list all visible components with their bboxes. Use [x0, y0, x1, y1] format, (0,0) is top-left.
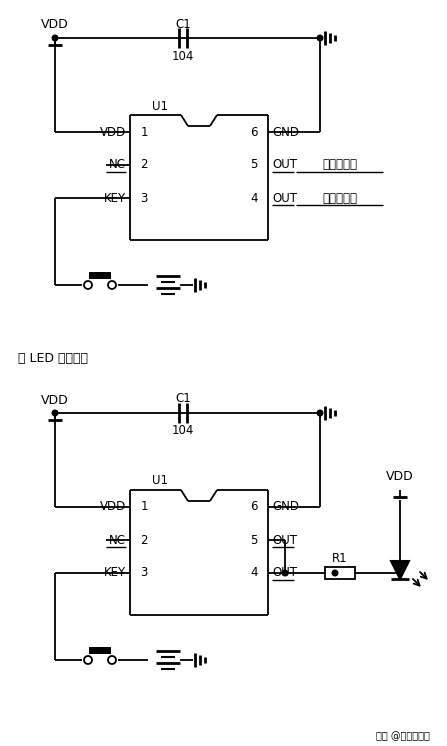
- Text: 1: 1: [140, 125, 148, 139]
- Text: VDD: VDD: [100, 501, 126, 513]
- Text: KEY: KEY: [104, 192, 126, 204]
- Text: C1: C1: [175, 392, 191, 406]
- Text: 5: 5: [250, 158, 257, 172]
- Bar: [89, 647, 111, 654]
- Circle shape: [317, 410, 323, 416]
- Text: R1: R1: [332, 553, 348, 565]
- Circle shape: [52, 35, 58, 41]
- Circle shape: [317, 35, 323, 41]
- Text: 4: 4: [250, 566, 258, 580]
- Text: 3: 3: [140, 566, 148, 580]
- Text: GND: GND: [272, 125, 299, 139]
- Circle shape: [52, 410, 58, 416]
- Text: U1: U1: [152, 99, 168, 113]
- Circle shape: [332, 570, 338, 576]
- Text: 2: 2: [140, 158, 148, 172]
- Text: 2: 2: [140, 533, 148, 547]
- Text: 低电平输出: 低电平输出: [322, 158, 358, 172]
- Text: NC: NC: [109, 533, 126, 547]
- Text: OUT: OUT: [272, 533, 297, 547]
- Text: GND: GND: [272, 501, 299, 513]
- Text: C1: C1: [175, 17, 191, 31]
- Text: NC: NC: [109, 158, 126, 172]
- Polygon shape: [391, 561, 409, 579]
- Text: 4: 4: [250, 192, 258, 204]
- Text: VDD: VDD: [41, 393, 69, 407]
- Text: 6: 6: [250, 501, 258, 513]
- Text: VDD: VDD: [386, 471, 414, 483]
- Text: 104: 104: [172, 424, 194, 437]
- Text: OUT: OUT: [272, 192, 297, 204]
- Text: 5: 5: [250, 533, 257, 547]
- Text: 1: 1: [140, 501, 148, 513]
- Text: 接 LED 应用图：: 接 LED 应用图：: [18, 351, 88, 365]
- Text: 3: 3: [140, 192, 148, 204]
- Text: 知乎 @丽晶微电子: 知乎 @丽晶微电子: [376, 731, 430, 741]
- Text: 低电平输出: 低电平输出: [322, 192, 358, 204]
- Circle shape: [282, 570, 288, 576]
- Bar: [325, 567, 355, 579]
- Text: OUT: OUT: [272, 158, 297, 172]
- Text: VDD: VDD: [100, 125, 126, 139]
- Text: U1: U1: [152, 474, 168, 487]
- Text: 104: 104: [172, 49, 194, 63]
- Text: 6: 6: [250, 125, 258, 139]
- Text: VDD: VDD: [41, 19, 69, 31]
- Bar: [89, 272, 111, 279]
- Text: KEY: KEY: [104, 566, 126, 580]
- Text: OUT: OUT: [272, 566, 297, 580]
